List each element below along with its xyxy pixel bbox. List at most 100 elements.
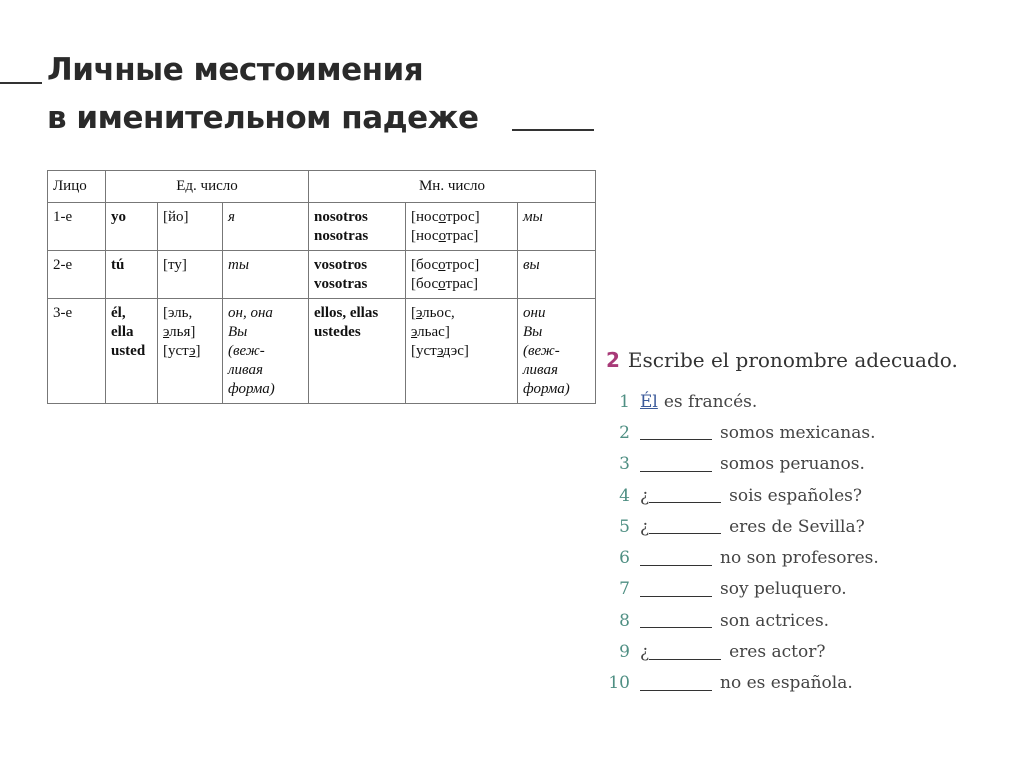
table-row: 1-е yo [йо] я nosotros nosotras [носотрос] [нос… xyxy=(47,202,596,251)
answer-blank[interactable] xyxy=(649,488,722,504)
pronoun-plural: vosotros vosotras xyxy=(308,250,406,299)
translation-singular-line: он, она xyxy=(228,305,273,321)
transcription-plural-line: [носотрос] xyxy=(411,208,512,227)
question-mark: ¿ xyxy=(640,516,650,537)
item-number: 7 xyxy=(619,579,630,600)
item-number: 5 xyxy=(619,516,630,537)
transcription-plural-line: [босотрас] xyxy=(411,275,512,294)
answer-blank[interactable] xyxy=(640,613,712,629)
transcription-singular-line: [устэ] xyxy=(163,342,217,361)
header-plural: Мн. число xyxy=(308,170,596,203)
translation-plural: вы xyxy=(517,250,596,299)
text-segment: [бос xyxy=(411,276,439,292)
page-title-line1: Личные местоимения xyxy=(47,52,424,88)
pronoun-singular: él, ella usted xyxy=(105,298,158,404)
pronoun-plural-line: nosotras xyxy=(314,228,369,244)
pronoun-plural: ellos, ellas ustedes xyxy=(308,298,406,404)
translation-plural-line: Вы xyxy=(523,324,543,340)
text-segment: дэс] xyxy=(442,343,469,359)
item-number: 2 xyxy=(619,422,630,443)
item-text: es francés. xyxy=(663,391,758,412)
answer-blank[interactable] xyxy=(640,676,712,691)
transcription-singular: [эль, элья] [устэ] xyxy=(157,298,223,404)
translation-singular: он, она Вы (веж-ливая форма) xyxy=(222,298,309,404)
answer-blank[interactable] xyxy=(640,582,712,597)
transcription-plural-line: [носотрас] xyxy=(411,227,512,246)
header-singular: Ед. число xyxy=(105,170,309,203)
translation-singular-line: ты xyxy=(228,257,249,273)
exercise-item: 3 somos peruanos. xyxy=(600,449,958,480)
table-row: 2-е tú [ту] ты vosotros vosotras [босотрос] [бо… xyxy=(47,250,596,299)
text-segment: [нос xyxy=(411,228,439,244)
item-number: 9 xyxy=(619,642,630,663)
exercise: 2 Escribe el pronombre adecuado. 1 Él es fr… xyxy=(600,340,958,699)
stressed-vowel: э xyxy=(163,324,170,340)
pronoun-plural-line: nosotros xyxy=(314,209,368,225)
answer-blank[interactable] xyxy=(640,457,712,472)
stressed-vowel: э xyxy=(189,343,196,359)
text-segment: ] xyxy=(195,343,201,359)
person-cell: 3-е xyxy=(47,298,106,404)
text-segment: трас] xyxy=(445,228,479,244)
item-number: 8 xyxy=(619,610,630,631)
exercise-item: 8 son actrices. xyxy=(600,605,958,636)
translation-plural: они Вы (веж-ливая форма) xyxy=(517,298,596,404)
exercise-heading: 2 Escribe el pronombre adecuado. xyxy=(606,340,958,386)
transcription-plural: [носотрос] [носотрас] xyxy=(405,202,518,251)
transcription-singular-line: [ту] xyxy=(163,256,217,275)
transcription-plural-line: эльас] xyxy=(411,323,512,342)
answer-blank[interactable] xyxy=(640,551,712,566)
table-header-row: Лицо Ед. число Мн. число xyxy=(47,170,596,203)
exercise-number: 2 xyxy=(606,348,620,372)
answer-blank[interactable] xyxy=(649,519,722,535)
pronoun-plural-line: ustedes xyxy=(314,324,361,340)
item-text: sois españoles? xyxy=(729,485,862,506)
exercise-item: 7 soy peluquero. xyxy=(600,574,958,605)
stressed-vowel: о xyxy=(438,209,446,225)
transcription-plural-line: [устэдэс] xyxy=(411,342,512,361)
title-rule-left xyxy=(0,82,42,84)
item-number: 6 xyxy=(619,548,630,569)
item-text: soy peluquero. xyxy=(720,579,847,600)
text-segment: [уст xyxy=(163,343,190,359)
item-number: 1 xyxy=(619,391,630,412)
pronoun-singular-line: él, xyxy=(111,305,126,321)
page-title-line2: в именительном падеже xyxy=(47,100,479,136)
header-person: Лицо xyxy=(47,170,106,203)
translation-plural-line: (веж- xyxy=(523,343,560,359)
pronoun-singular-line: usted xyxy=(111,343,146,359)
text-segment: трас] xyxy=(445,276,479,292)
text-segment: льас] xyxy=(417,324,450,340)
answer-blank[interactable] xyxy=(640,425,712,441)
translation-singular-line: (веж- xyxy=(228,343,265,359)
text-segment: лья] xyxy=(169,324,196,340)
stressed-vowel: о xyxy=(438,228,446,244)
pronoun-plural-line: ellos, ellas xyxy=(314,305,379,321)
transcription-singular-line: элья] xyxy=(163,323,217,342)
pronoun-singular-line: ella xyxy=(111,324,134,340)
transcription-plural-line: [эльос, xyxy=(411,304,512,323)
exercise-item: 9 ¿ eres actor? xyxy=(600,636,958,667)
item-text: son actrices. xyxy=(720,610,830,631)
transcription-singular: [йо] xyxy=(157,202,223,251)
title-rule-right xyxy=(512,129,594,131)
item-text: somos peruanos. xyxy=(720,454,865,475)
answer-text: Él xyxy=(640,391,658,412)
pronoun-singular: tú xyxy=(105,250,158,299)
person-cell: 1-е xyxy=(47,202,106,251)
item-number: 3 xyxy=(619,454,630,475)
exercise-item: 6 no son profesores. xyxy=(600,542,958,573)
transcription-plural-line: [босотрос] xyxy=(411,256,512,275)
text-segment: [уст xyxy=(411,343,438,359)
pronoun-plural: nosotros nosotras xyxy=(308,202,406,251)
translation-plural: мы xyxy=(517,202,596,251)
stressed-vowel: о xyxy=(438,257,446,273)
question-mark: ¿ xyxy=(640,485,650,506)
exercise-item: 2 somos mexicanas. xyxy=(600,417,958,448)
item-number: 10 xyxy=(608,673,630,694)
exercise-instruction: Escribe el pronombre adecuado. xyxy=(627,348,958,372)
answer-blank[interactable] xyxy=(649,645,722,660)
text-segment: [нос xyxy=(411,209,439,225)
item-text: eres de Sevilla? xyxy=(729,516,865,537)
translation-singular-line: я xyxy=(228,209,235,225)
